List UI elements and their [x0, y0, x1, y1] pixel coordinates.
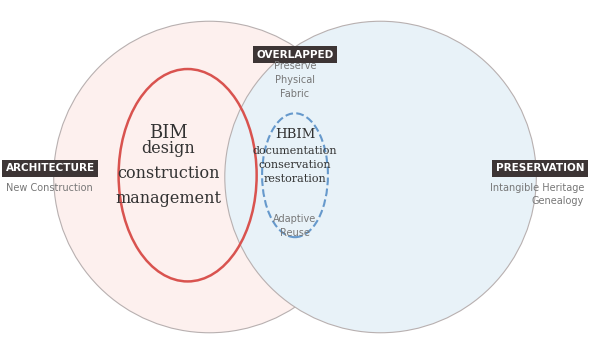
Text: documentation
conservation
restoration: documentation conservation restoration: [253, 145, 337, 184]
Text: design
construction
management: design construction management: [115, 140, 221, 207]
Text: Adaptive
Reuse: Adaptive Reuse: [273, 214, 317, 238]
Text: OVERLAPPED: OVERLAPPED: [257, 50, 333, 60]
Text: Intangible Heritage: Intangible Heritage: [490, 183, 584, 193]
Ellipse shape: [54, 21, 365, 333]
Text: PRESERVATION: PRESERVATION: [496, 163, 584, 173]
Text: New Construction: New Construction: [6, 183, 93, 193]
Ellipse shape: [225, 21, 536, 333]
Text: HBIM: HBIM: [275, 128, 315, 141]
Text: Genealogy: Genealogy: [532, 196, 584, 206]
Text: ARCHITECTURE: ARCHITECTURE: [6, 163, 95, 173]
Text: BIM: BIM: [149, 124, 188, 142]
Text: Preserve
Physical
Fabric: Preserve Physical Fabric: [274, 61, 316, 99]
